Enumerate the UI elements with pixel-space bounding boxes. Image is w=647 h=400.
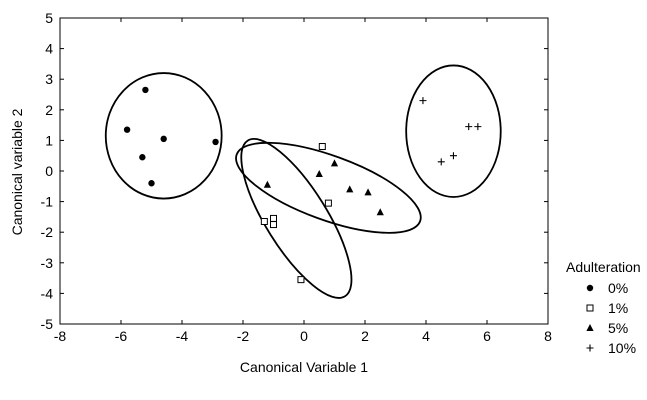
data-point — [324, 199, 332, 207]
x-tick-label: 6 — [483, 328, 491, 344]
legend-title: Adulteration — [566, 259, 641, 275]
y-axis-label: Canonical variable 2 — [9, 108, 25, 235]
y-tick-label: 4 — [45, 41, 53, 57]
y-tick-label: 0 — [45, 163, 53, 179]
data-point — [330, 159, 339, 167]
data-point — [160, 135, 167, 143]
ellipse-10% — [405, 64, 502, 198]
confidence-ellipses — [104, 64, 502, 299]
x-axis-label: Canonical Variable 1 — [240, 359, 368, 375]
legend-marker — [586, 304, 594, 312]
x-tick-label: 4 — [422, 328, 430, 344]
ellipse-0% — [104, 72, 223, 200]
x-tick-label: -8 — [54, 328, 67, 344]
data-point — [346, 185, 354, 193]
legend-label: 10% — [608, 340, 636, 356]
data-point — [142, 86, 149, 94]
data-point — [315, 170, 323, 178]
y-tick-label: -5 — [41, 316, 54, 332]
data-point — [419, 97, 427, 105]
x-tick-label: -4 — [176, 328, 189, 344]
data-point — [437, 158, 445, 166]
y-tick-label: -3 — [41, 255, 54, 271]
x-tick-label: 2 — [361, 328, 369, 344]
data-point — [212, 138, 219, 146]
data-point — [139, 154, 146, 161]
y-tick-label: -1 — [41, 194, 54, 210]
data-point — [449, 152, 457, 160]
legend-label: 5% — [608, 320, 628, 336]
legend-marker — [586, 284, 594, 292]
data-point — [465, 123, 473, 131]
data-point — [270, 214, 277, 222]
y-tick-label: 2 — [45, 102, 53, 118]
ellipse-1% — [240, 138, 353, 299]
data-point — [376, 208, 384, 216]
ellipse-5% — [235, 141, 422, 234]
x-tick-label: -6 — [115, 328, 128, 344]
x-tick-label: 0 — [300, 328, 308, 344]
y-tick-label: -4 — [41, 285, 54, 301]
legend-label: 0% — [608, 280, 628, 296]
y-tick-label: -2 — [41, 224, 54, 240]
y-tick-label: 3 — [45, 71, 53, 87]
x-tick-label: 8 — [544, 328, 552, 344]
x-tick-label: -2 — [237, 328, 250, 344]
data-point — [123, 126, 131, 133]
data-point — [263, 180, 271, 188]
data-point — [148, 180, 155, 187]
y-tick-label: 1 — [45, 132, 53, 148]
data-point — [318, 143, 326, 151]
axis-ticks: -8 -6 -4 -2 0 2 4 6 8 5 4 3 2 1 0 -1 -2 -3 -4 -5 — [41, 10, 553, 344]
y-tick-label: 5 — [45, 10, 53, 26]
legend-marker — [586, 324, 594, 331]
data-point — [297, 276, 305, 284]
data-points — [123, 86, 482, 284]
data-point — [260, 217, 268, 225]
legend-label: 1% — [608, 300, 628, 316]
data-point — [364, 188, 372, 196]
data-point — [474, 123, 482, 131]
legend: 0% 1% 5% 10% — [586, 280, 636, 356]
data-point — [270, 221, 277, 229]
legend-marker — [586, 344, 594, 352]
